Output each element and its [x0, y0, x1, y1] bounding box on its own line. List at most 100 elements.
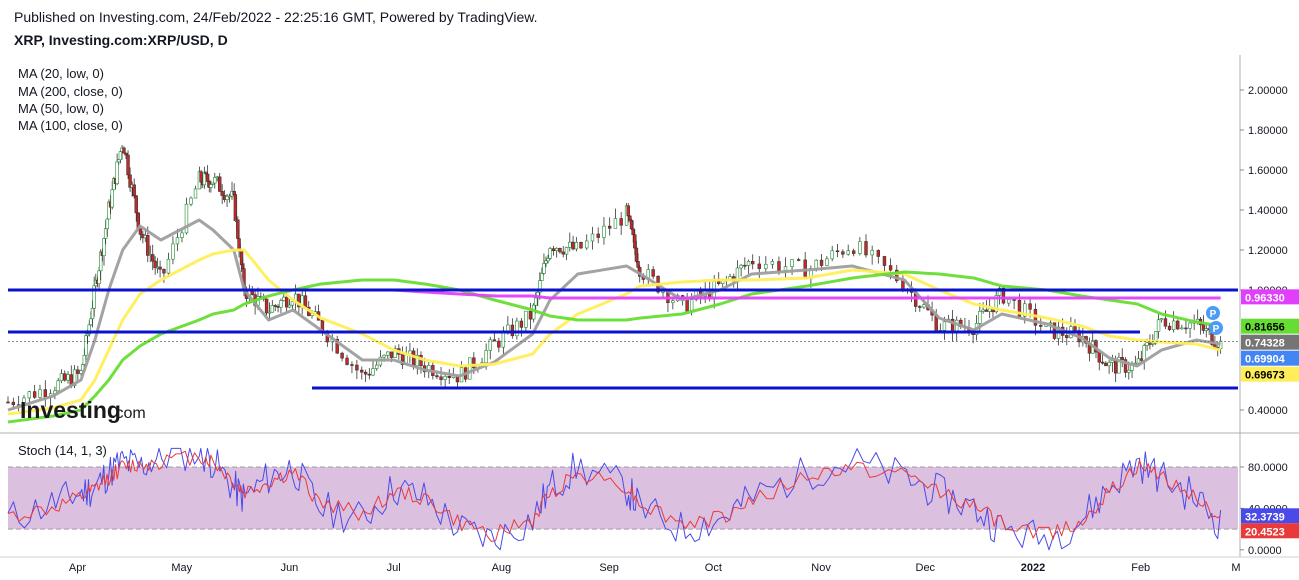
candle-body — [284, 296, 289, 308]
candle-body — [548, 248, 552, 259]
candle-body — [117, 159, 121, 163]
candle-body — [751, 261, 755, 265]
candle-body — [1159, 318, 1164, 321]
candle-body — [220, 191, 224, 196]
candle-body — [626, 205, 630, 217]
candle-body — [524, 310, 528, 328]
legend-ma50: MA (50, low, 0) — [18, 101, 104, 116]
candle-body — [89, 318, 93, 326]
candle-body — [633, 234, 637, 249]
candle-body — [864, 241, 868, 256]
candle-body — [841, 251, 845, 255]
price-label-bg — [1241, 366, 1299, 382]
y-tick-label: 1.60000 — [1248, 165, 1288, 177]
watermark-suffix: .com — [111, 405, 146, 422]
candle-body — [6, 401, 10, 404]
candle-body — [264, 298, 269, 314]
ma-line-1 — [7, 248, 1221, 416]
candle-body — [519, 320, 524, 328]
stoch-value-bg — [1241, 508, 1299, 524]
candle-body — [102, 238, 106, 256]
candle-body — [375, 364, 379, 369]
candle-body — [1017, 300, 1022, 317]
candle-body — [1136, 358, 1141, 364]
price-panel: 2.000001.800001.600001.400001.200001.000… — [0, 55, 1299, 574]
candle-body — [835, 250, 840, 253]
candle-body — [651, 269, 655, 277]
candle-body — [671, 300, 675, 304]
candle-body — [1097, 351, 1101, 363]
marker-circle — [1206, 306, 1220, 320]
candle-body — [297, 293, 301, 308]
candle-body — [895, 269, 899, 282]
stoch-legend: Stoch (14, 1, 3) — [18, 443, 107, 458]
candle-body — [546, 258, 550, 262]
candle-body — [870, 250, 874, 256]
candle-body — [1012, 299, 1016, 301]
price-label-bg — [1241, 289, 1299, 305]
candle-body — [355, 364, 359, 371]
candle-body — [1120, 357, 1124, 360]
candle-body — [443, 376, 447, 380]
candle-body — [273, 305, 277, 307]
candle-body — [411, 350, 416, 367]
candle-body — [876, 250, 881, 257]
candle-body — [568, 241, 572, 248]
candle-body — [790, 259, 794, 267]
price-label: 0.81656 — [1245, 322, 1285, 334]
candle-body — [689, 299, 694, 312]
marker-label: P — [1210, 309, 1217, 320]
candle-body — [340, 352, 344, 359]
candle-body — [382, 354, 386, 358]
stoch-tick-label: 0.0000 — [1248, 545, 1282, 557]
candle-body — [32, 391, 37, 398]
candle-body — [105, 218, 109, 230]
candle-body — [175, 237, 180, 245]
price-label-bg — [1241, 334, 1299, 350]
candle-body — [180, 232, 184, 238]
candle-body — [777, 261, 781, 272]
candle-body — [389, 351, 394, 358]
candle-body — [1156, 319, 1161, 332]
candle-body — [279, 300, 283, 308]
candle-body — [118, 151, 123, 161]
candle-body — [1073, 326, 1077, 331]
candle-body — [607, 225, 612, 229]
candle-body — [110, 189, 114, 208]
candle-body — [84, 335, 88, 356]
candle-body — [290, 301, 295, 306]
candle-body — [942, 321, 947, 331]
investing-watermark: Investing .com — [20, 397, 146, 423]
marker-circle — [1209, 321, 1223, 335]
x-tick-label: Dec — [916, 562, 936, 574]
candle-body — [1007, 299, 1011, 304]
candle-body — [888, 265, 893, 271]
candle-body — [1028, 303, 1032, 310]
candle-body — [1201, 324, 1206, 331]
candle-body — [350, 364, 354, 366]
candle-body — [1176, 320, 1180, 330]
symbol-title: XRP, Investing.com:XRP/USD, D — [14, 32, 228, 48]
ma-legend: MA (20, low, 0) MA (200, close, 0) MA (5… — [18, 66, 123, 133]
candle-body — [225, 195, 229, 200]
candle-body — [345, 357, 349, 365]
candle-body — [56, 380, 60, 392]
candle-body — [544, 260, 548, 264]
candle-body — [209, 184, 213, 188]
candle-body — [613, 218, 618, 229]
candle-body — [542, 263, 546, 274]
candle-body — [757, 263, 761, 269]
candle-body — [515, 320, 519, 337]
x-tick-label: Sep — [599, 562, 619, 574]
candle-body — [540, 273, 544, 281]
candle-body — [551, 248, 556, 252]
candle-body — [43, 389, 48, 398]
candle-body — [918, 306, 922, 308]
candle-body — [282, 296, 286, 301]
candle-body — [602, 225, 606, 238]
candle-body — [825, 258, 829, 266]
x-tick-label: Feb — [1131, 562, 1150, 574]
x-tick-label: Jun — [281, 562, 299, 574]
candle-body — [1104, 362, 1108, 367]
candle-body — [882, 256, 887, 266]
